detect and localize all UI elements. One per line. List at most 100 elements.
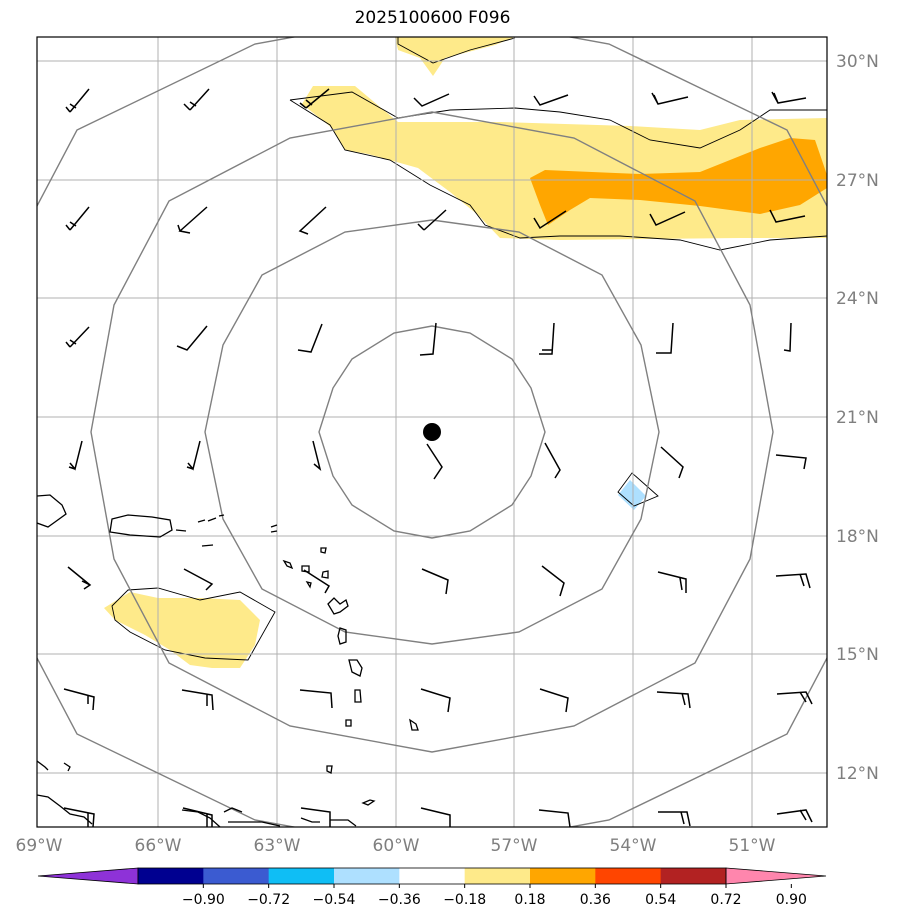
wind-barb (420, 688, 451, 713)
wind-barb (65, 88, 90, 113)
colorbar-tick-label: 0.72 (710, 892, 741, 908)
wind-barb (303, 569, 331, 594)
island-vieques (175, 529, 187, 532)
wind-barb (183, 568, 214, 591)
island-venezuela-coast (37, 794, 357, 827)
wind-barb (186, 440, 201, 471)
contour-north-band (289, 91, 827, 149)
lon-label-51: 51°W (729, 836, 776, 856)
shaded-area-north-core (530, 138, 827, 225)
colorbar-tick-label: −0.54 (313, 892, 356, 908)
map-title: 2025100600 F096 (354, 8, 511, 28)
lat-label-15: 15°N (836, 645, 879, 665)
wind-barbs (63, 88, 813, 827)
colorbar-segment (595, 868, 662, 884)
island-anguilla (270, 524, 278, 533)
wind-barb (297, 323, 323, 353)
wind-barb (65, 206, 90, 231)
colorbar-segment (530, 868, 596, 884)
colorbar-outline (137, 867, 727, 885)
colorbar-tick-label: −0.90 (182, 892, 225, 908)
lon-label-60: 60°W (373, 836, 420, 856)
colorbar-segment (660, 868, 727, 884)
wind-barb (775, 454, 807, 470)
island-puerto-rico (109, 514, 173, 538)
shaded-area-southwest (104, 592, 260, 668)
island-montserrat (305, 580, 312, 589)
island-guadeloupe (327, 597, 349, 615)
wind-barb (657, 571, 687, 593)
wind-barb (67, 566, 92, 590)
wind-barb (538, 809, 571, 827)
wind-barb (776, 691, 813, 705)
lon-label-54: 54°W (610, 836, 657, 856)
wind-barb (656, 691, 691, 709)
wind-barb (68, 440, 83, 471)
lat-label-24: 24°N (836, 289, 879, 309)
wind-barb (417, 209, 447, 231)
contour-north-band-south (289, 99, 827, 251)
island-martinique (348, 659, 363, 677)
island-tobago (361, 799, 376, 806)
wind-barb (420, 807, 451, 827)
range-ring-2 (204, 219, 660, 645)
colorbar-tick-label: 0.36 (580, 892, 611, 908)
plot-frame (36, 36, 828, 828)
wind-barb (299, 88, 330, 109)
lon-label-69: 69°W (16, 836, 63, 856)
colorbar: −0.90 −0.72 −0.54 −0.36 −0.18 0.18 0.36 0.54 0.7… (37, 867, 827, 908)
wind-barb (63, 807, 95, 827)
wind-barb (539, 688, 569, 713)
contour-layer (111, 37, 827, 661)
storm-center-marker (423, 423, 441, 441)
wind-barb (769, 209, 806, 223)
wind-barb (656, 322, 674, 354)
range-rings (37, 37, 827, 827)
wind-barb (649, 211, 686, 226)
shaded-area-north-top (395, 37, 515, 76)
wind-barb (426, 443, 443, 480)
wind-barb (300, 807, 331, 827)
wind-barb (533, 210, 567, 230)
wind-barb (63, 688, 95, 711)
wind-barb (544, 442, 561, 479)
island-dominica (337, 627, 347, 645)
coastlines (37, 494, 419, 827)
colorbar-tick-label: 0.90 (776, 892, 807, 908)
island-grenada (326, 765, 333, 774)
island-st-kitts (282, 559, 294, 570)
range-ring-3 (90, 111, 774, 753)
island-barbuda (320, 547, 327, 554)
lat-label-12: 12°N (836, 764, 879, 784)
wind-barb (299, 689, 333, 709)
lat-label-21: 21°N (836, 408, 879, 428)
lat-labels: 30°N 27°N 24°N 21°N 18°N 15°N 12°N (836, 52, 879, 784)
island-barbados (409, 718, 419, 731)
wind-barb (658, 811, 691, 827)
wind-barb (651, 92, 689, 105)
wind-barb (775, 573, 811, 589)
range-ring-4 (37, 37, 827, 827)
colorbar-segment (138, 868, 204, 884)
island-aruba-area (37, 760, 71, 772)
colorbar-segment (203, 868, 270, 884)
lon-label-66: 66°W (135, 836, 182, 856)
wind-barb (182, 807, 213, 827)
island-hispaniola-east (37, 494, 67, 528)
island-st-lucia (354, 689, 362, 703)
wind-barb (177, 206, 208, 234)
colorbar-tick-label: −0.72 (247, 892, 290, 908)
contour-southwest (111, 587, 276, 661)
contour-north-top (397, 37, 516, 64)
colorbar-segment (464, 868, 531, 884)
wind-barb (541, 565, 565, 597)
shaded-area-blue (618, 480, 646, 510)
island-guadeloupe-north (321, 570, 329, 579)
island-antigua (301, 565, 310, 573)
wind-barb (183, 88, 210, 111)
wind-barb (660, 446, 684, 479)
wind-barb (413, 93, 450, 107)
lon-label-63: 63°W (254, 836, 301, 856)
colorbar-segment (268, 868, 335, 884)
